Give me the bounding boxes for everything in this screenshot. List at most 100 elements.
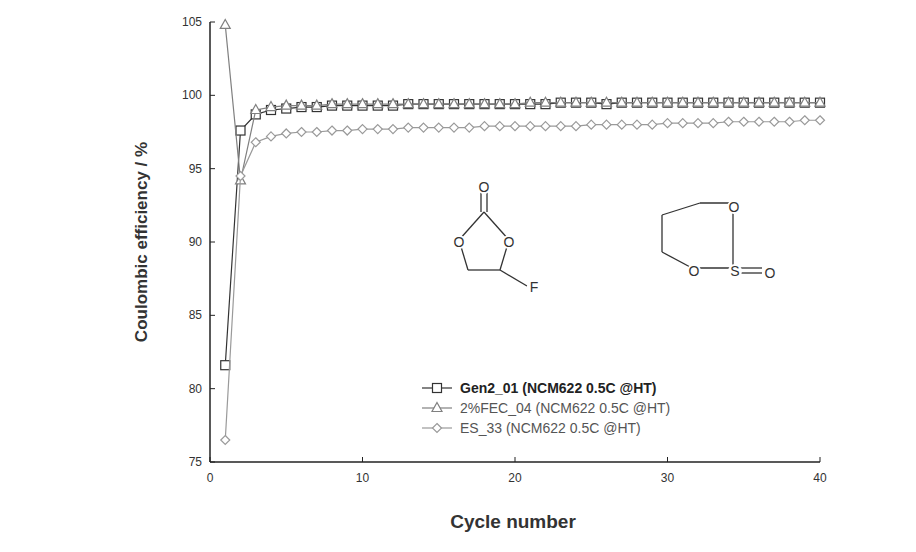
- point: [617, 97, 627, 106]
- x-axis-label: Cycle number: [450, 511, 576, 532]
- point: [816, 116, 825, 125]
- point: [663, 119, 672, 128]
- legend-label: Gen2_01 (NCM622 0.5C @HT): [460, 380, 657, 396]
- plot-area: [220, 19, 825, 444]
- bond: [468, 269, 500, 270]
- point: [327, 99, 337, 108]
- legend-marker: [433, 384, 442, 393]
- point: [678, 119, 687, 128]
- atom-label: S: [730, 263, 739, 279]
- point: [312, 100, 322, 109]
- point: [450, 123, 459, 132]
- point: [281, 100, 291, 109]
- x-tick: [362, 457, 363, 462]
- point: [525, 97, 535, 106]
- point: [465, 123, 474, 132]
- point: [251, 105, 261, 114]
- atom-bg: [763, 266, 777, 280]
- point: [647, 97, 657, 106]
- point: [556, 98, 565, 107]
- atom-label: O: [454, 234, 465, 250]
- point: [434, 123, 443, 132]
- series: [221, 116, 825, 445]
- point: [769, 97, 779, 106]
- point: [556, 122, 565, 131]
- point: [785, 97, 795, 106]
- point: [572, 122, 581, 131]
- x-tick: [667, 457, 668, 462]
- y-tick-label: 85: [189, 308, 203, 322]
- point: [602, 120, 611, 129]
- series-line: [225, 103, 820, 366]
- point: [221, 436, 230, 445]
- legend: Gen2_01 (NCM622 0.5C @HT)2%FEC_04 (NCM62…: [422, 380, 670, 436]
- point: [816, 98, 825, 107]
- point: [694, 119, 703, 128]
- point: [373, 125, 382, 134]
- atom-bg: [527, 280, 541, 294]
- point: [328, 126, 337, 135]
- point: [510, 99, 520, 108]
- y-tick: [210, 315, 215, 316]
- series: [221, 98, 825, 370]
- x-tick: [820, 457, 821, 462]
- y-tick-label: 90: [189, 235, 203, 249]
- point: [724, 117, 733, 126]
- point: [648, 120, 657, 129]
- point: [236, 126, 245, 135]
- point: [434, 100, 443, 109]
- point: [724, 98, 733, 107]
- point: [526, 122, 535, 131]
- atom-bg: [728, 264, 742, 278]
- point: [633, 120, 642, 129]
- atom-label: O: [479, 179, 490, 195]
- point: [312, 128, 321, 137]
- point: [800, 98, 809, 107]
- point: [358, 99, 368, 108]
- bond: [486, 192, 487, 212]
- atom-label: O: [504, 234, 515, 250]
- point: [754, 97, 764, 106]
- point: [495, 122, 504, 131]
- y-axis-label: Coulombic efficiency / %: [132, 142, 151, 342]
- point: [633, 98, 642, 107]
- point: [541, 122, 550, 131]
- atom-label: O: [729, 199, 740, 215]
- point: [236, 172, 245, 181]
- point: [586, 97, 596, 106]
- point: [800, 116, 809, 125]
- atom-bg: [687, 264, 701, 278]
- bond: [662, 252, 692, 268]
- point: [678, 97, 688, 106]
- y-tick: [210, 462, 215, 463]
- point: [694, 98, 703, 107]
- y-tick: [210, 168, 215, 169]
- point: [511, 122, 520, 131]
- point: [663, 97, 673, 106]
- point: [404, 123, 413, 132]
- point: [343, 126, 352, 135]
- point: [572, 98, 581, 107]
- bond: [661, 215, 662, 252]
- point: [739, 98, 748, 107]
- atom-bg: [727, 200, 741, 214]
- point: [755, 117, 764, 126]
- point: [221, 361, 230, 370]
- point: [693, 97, 703, 106]
- point: [480, 122, 489, 131]
- point: [449, 99, 459, 108]
- atom-bg: [502, 235, 516, 249]
- point: [480, 100, 489, 109]
- point: [419, 123, 428, 132]
- point: [724, 97, 734, 106]
- point: [739, 117, 748, 126]
- point: [678, 98, 687, 107]
- point: [251, 138, 260, 147]
- bond: [662, 203, 700, 215]
- point: [708, 97, 718, 106]
- y-tick-label: 95: [189, 162, 203, 176]
- y-tick-label: 100: [182, 88, 202, 102]
- bond: [480, 192, 481, 212]
- point: [632, 97, 642, 106]
- point: [389, 125, 398, 134]
